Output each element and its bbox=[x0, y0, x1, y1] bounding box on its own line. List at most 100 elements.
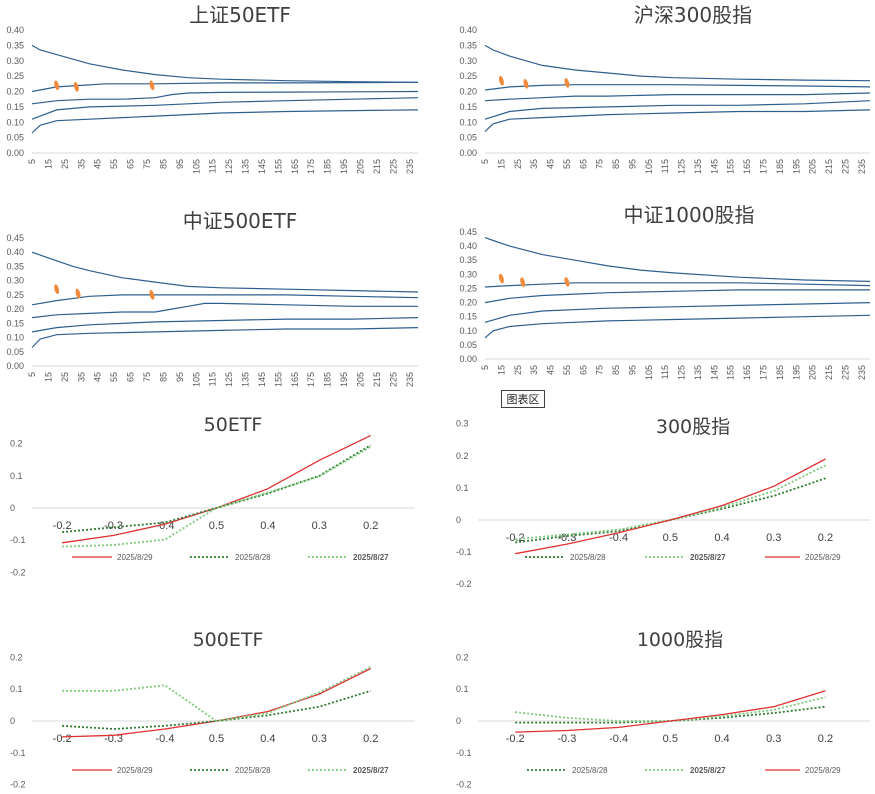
category-label: 0.3 bbox=[312, 520, 327, 532]
y-tick-label: -0.2 bbox=[10, 567, 26, 577]
y-tick-label: 0.00 bbox=[6, 148, 24, 158]
series-line-min bbox=[31, 327, 419, 348]
y-tick-label: 0.00 bbox=[6, 361, 24, 371]
y-tick-label: -0.1 bbox=[456, 547, 472, 557]
x-tick-label: 5 bbox=[27, 159, 37, 164]
y-tick-label: 0.2 bbox=[10, 439, 23, 449]
legend-label: 2025/8/27 bbox=[690, 553, 726, 562]
x-tick-label: 135 bbox=[693, 159, 703, 174]
x-tick-label: 155 bbox=[273, 372, 283, 387]
highlight-marker bbox=[149, 290, 155, 300]
category-label: -0.2 bbox=[506, 733, 525, 745]
x-tick-label: 165 bbox=[290, 372, 300, 387]
x-tick-label: 15 bbox=[43, 372, 53, 382]
y-tick-label: -0.1 bbox=[10, 535, 26, 545]
series-line-2025/8/29 bbox=[62, 667, 371, 738]
x-tick-label: 55 bbox=[562, 365, 572, 375]
x-tick-label: 235 bbox=[405, 159, 415, 174]
y-tick-label: 0.1 bbox=[456, 684, 469, 694]
y-tick-label: -0.2 bbox=[456, 579, 472, 589]
x-tick-label: 225 bbox=[840, 365, 850, 380]
category-label: 0.4 bbox=[260, 520, 275, 532]
y-tick-label: -0.1 bbox=[456, 748, 472, 758]
chart-title: 中证500ETF bbox=[183, 209, 298, 233]
x-tick-label: 235 bbox=[857, 159, 867, 174]
x-tick-label: 65 bbox=[578, 159, 588, 169]
x-tick-label: 205 bbox=[356, 159, 366, 174]
category-label: 0.2 bbox=[363, 733, 378, 745]
x-tick-label: 165 bbox=[742, 159, 752, 174]
category-label: 0.3 bbox=[312, 733, 327, 745]
x-tick-label: 125 bbox=[224, 159, 234, 174]
x-tick-label: 145 bbox=[709, 365, 719, 380]
category-label: 0.5 bbox=[663, 733, 678, 745]
x-tick-label: 145 bbox=[257, 372, 267, 387]
x-tick-label: 205 bbox=[808, 365, 818, 380]
category-label: 0.2 bbox=[818, 532, 833, 544]
x-tick-label: 35 bbox=[76, 372, 86, 382]
x-tick-label: 185 bbox=[775, 159, 785, 174]
x-tick-label: 205 bbox=[356, 372, 366, 387]
x-tick-label: 95 bbox=[175, 159, 185, 169]
x-tick-label: 45 bbox=[93, 372, 103, 382]
x-tick-label: 105 bbox=[191, 372, 201, 387]
y-tick-label: 0.35 bbox=[6, 40, 24, 50]
smile-chart-4: 1000股指 0.2 0.1 0 -0.1 -0.2 -0.2 -0.3 -0.4 0.5 0.4 0… bbox=[456, 629, 870, 790]
x-tick-label: 15 bbox=[496, 159, 506, 169]
y-tick-label: 0.2 bbox=[10, 652, 23, 662]
y-tick-label: 0.15 bbox=[459, 102, 477, 112]
x-tick-label: 25 bbox=[513, 159, 523, 169]
y-tick-label: -0.2 bbox=[456, 780, 472, 790]
y-tick-label: 0 bbox=[10, 503, 15, 513]
legend-label: 2025/8/28 bbox=[572, 766, 608, 775]
category-label: -0.3 bbox=[557, 733, 576, 745]
legend-label: 2025/8/27 bbox=[353, 766, 389, 775]
y-tick-label: 0 bbox=[456, 716, 461, 726]
category-label: 0.4 bbox=[714, 532, 729, 544]
y-tick-label: 0.10 bbox=[459, 326, 477, 336]
legend-label: 2025/8/28 bbox=[235, 553, 271, 562]
x-tick-label: 195 bbox=[339, 159, 349, 174]
series-line-p75 bbox=[484, 84, 871, 91]
y-tick-label: 0.2 bbox=[456, 652, 469, 662]
y-tick-label: 0.25 bbox=[459, 283, 477, 293]
x-tick-label: 85 bbox=[158, 372, 168, 382]
y-tick-label: 0.00 bbox=[459, 354, 477, 364]
category-label: 0.2 bbox=[818, 733, 833, 745]
y-tick-label: 0.05 bbox=[6, 347, 24, 357]
y-tick-label: 0.30 bbox=[459, 269, 477, 279]
y-tick-label: 0.1 bbox=[456, 483, 469, 493]
x-tick-label: 145 bbox=[257, 159, 267, 174]
series-line-max bbox=[484, 237, 871, 282]
y-tick-label: 0.1 bbox=[10, 471, 23, 481]
x-tick-label: 25 bbox=[513, 365, 523, 375]
x-tick-label: 25 bbox=[60, 372, 70, 382]
x-tick-label: 15 bbox=[496, 365, 506, 375]
series-line-min bbox=[484, 314, 871, 339]
x-tick-label: 175 bbox=[306, 372, 316, 387]
x-tick-label: 225 bbox=[388, 159, 398, 174]
x-tick-label: 215 bbox=[372, 372, 382, 387]
x-tick-label: 65 bbox=[126, 372, 136, 382]
chart-title: 1000股指 bbox=[637, 629, 723, 651]
legend-label: 2025/8/28 bbox=[235, 766, 271, 775]
highlight-marker bbox=[523, 78, 529, 89]
y-tick-label: 0.10 bbox=[459, 117, 477, 127]
x-tick-label: 95 bbox=[627, 365, 637, 375]
y-tick-label: 0.40 bbox=[459, 25, 477, 35]
x-tick-label: 75 bbox=[595, 159, 605, 169]
series-line-2025/8/27 bbox=[62, 666, 372, 722]
legend-label: 2025/8/29 bbox=[805, 553, 841, 562]
x-tick-label: 105 bbox=[644, 159, 654, 174]
series-line-p25 bbox=[31, 317, 419, 333]
series-line-p25 bbox=[31, 97, 419, 120]
x-tick-label: 75 bbox=[142, 159, 152, 169]
y-tick-label: 0 bbox=[456, 515, 461, 525]
x-tick-label: 175 bbox=[759, 365, 769, 380]
y-tick-label: 0.15 bbox=[6, 318, 24, 328]
series-line-median bbox=[484, 92, 871, 102]
y-tick-label: 0.2 bbox=[456, 451, 469, 461]
y-tick-label: 0.15 bbox=[6, 102, 24, 112]
